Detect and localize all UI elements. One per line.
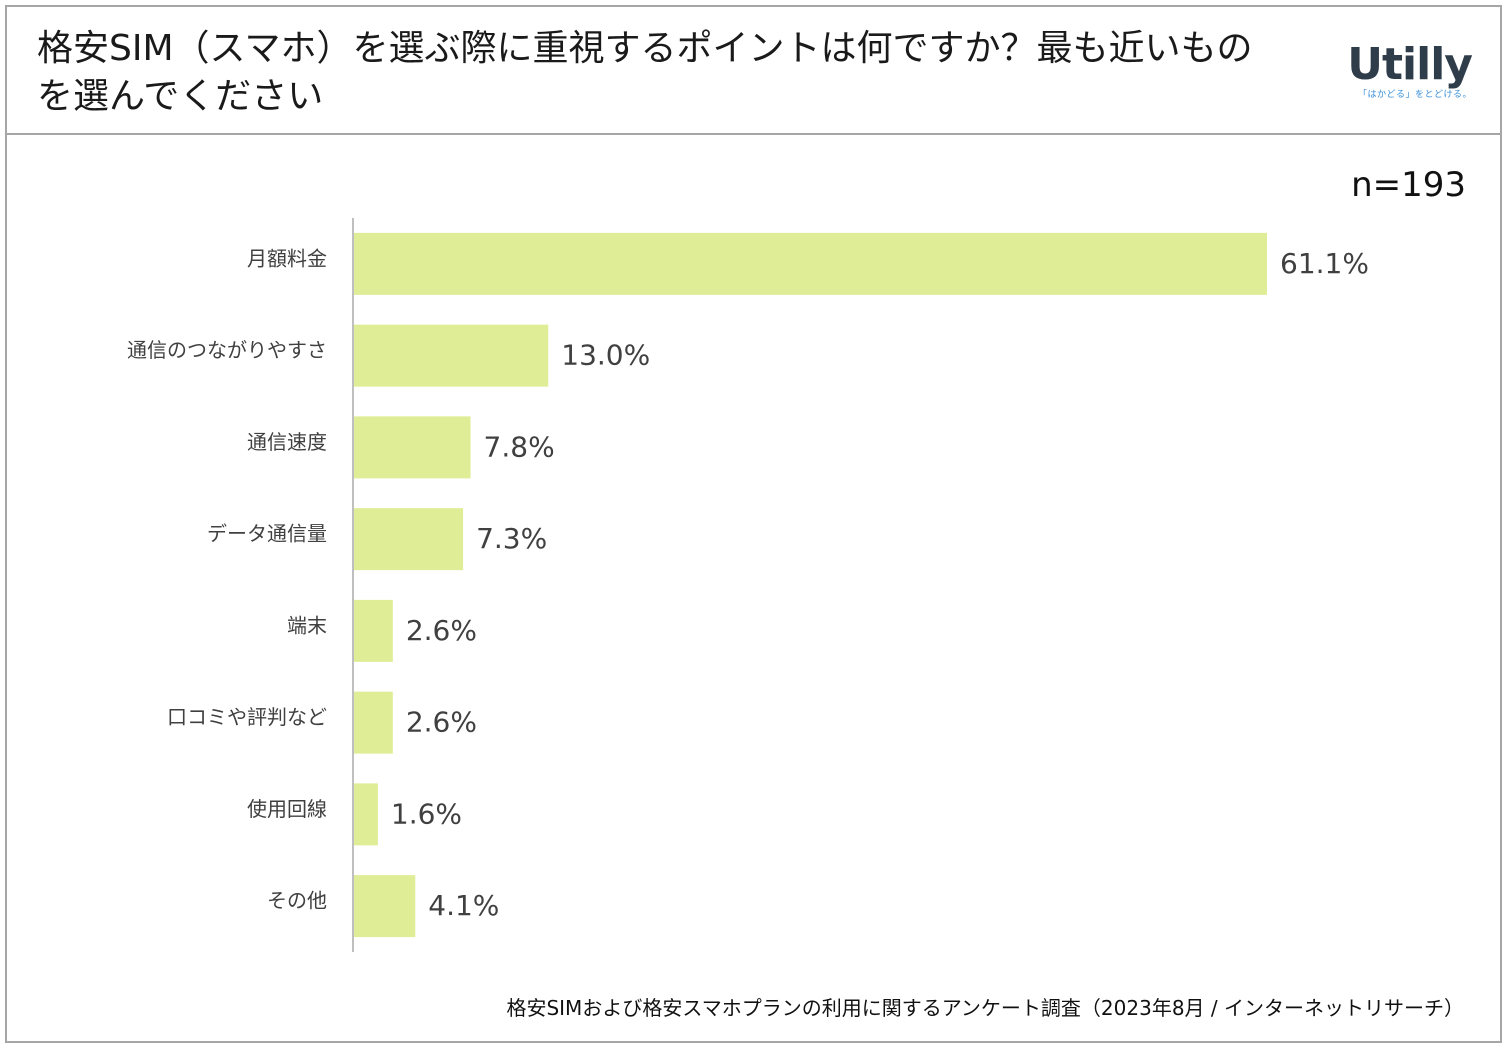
category-label: データ通信量	[207, 522, 327, 546]
value-label: 7.3%	[476, 522, 547, 555]
bar-0	[354, 232, 1267, 295]
value-label: 1.6%	[391, 797, 462, 830]
value-label: 61.1%	[1280, 247, 1369, 280]
bar-2	[354, 416, 471, 479]
header: 格安SIM（スマホ）を選ぶ際に重視するポイントは何ですか？最も近いものを選んでく…	[7, 7, 1500, 135]
value-label: 2.6%	[406, 614, 477, 647]
category-label: 端末	[287, 613, 327, 637]
logo-wordmark: Utilly	[1347, 39, 1473, 90]
logo-tagline: 「はかどる」をとどける。	[1357, 90, 1472, 100]
value-label: 13.0%	[561, 339, 650, 372]
bar-7	[354, 875, 416, 938]
bar-3	[354, 508, 464, 571]
source-note: 格安SIMおよび格安スマホプランの利用に関するアンケート調査（2023年8月 /…	[506, 996, 1464, 1020]
bar-5	[354, 691, 393, 754]
category-label: 口コミや評判など	[167, 705, 327, 729]
value-label: 7.8%	[484, 430, 555, 463]
value-label: 4.1%	[428, 889, 499, 922]
bar-1	[354, 324, 549, 387]
utilly-logo: Utilly 「はかどる」をとどける。	[1342, 39, 1473, 101]
sample-size-label: n=193	[1351, 165, 1466, 205]
bar-6	[354, 783, 378, 846]
bar-4	[354, 599, 393, 662]
value-label: 2.6%	[406, 706, 477, 739]
category-label: 使用回線	[247, 797, 327, 821]
category-label: 通信のつながりやすさ	[127, 338, 327, 362]
chart-frame: 格安SIM（スマホ）を選ぶ際に重視するポイントは何ですか？最も近いものを選んでく…	[5, 5, 1502, 1043]
chart-title: 格安SIM（スマホ）を選ぶ際に重視するポイントは何ですか？最も近いものを選んでく…	[37, 28, 1253, 117]
category-label: 通信速度	[247, 430, 327, 454]
category-label: 月額料金	[247, 246, 327, 270]
category-label: その他	[267, 889, 327, 913]
